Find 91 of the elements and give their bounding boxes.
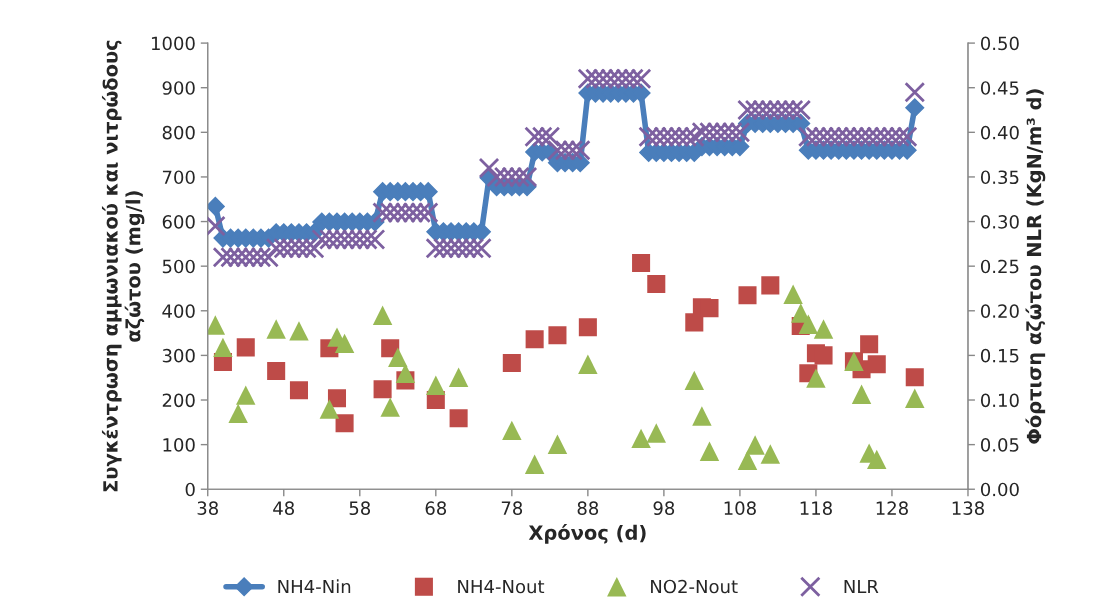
point — [814, 346, 833, 365]
point — [646, 423, 666, 443]
point — [548, 326, 567, 345]
point — [684, 370, 705, 391]
legend-label: NH4-Nout — [458, 579, 545, 594]
x-tick-label: 38 — [197, 501, 218, 516]
x-axis-title: Χρόνος (d) — [528, 524, 646, 544]
y-tick-label: 200 — [162, 393, 195, 408]
point — [502, 420, 522, 441]
y2-tick-label: 0.50 — [980, 36, 1019, 51]
point — [905, 388, 925, 408]
x-tick-label: 78 — [501, 501, 523, 516]
point — [905, 368, 924, 387]
point — [228, 403, 248, 424]
y-tick-label: 400 — [162, 304, 195, 318]
y2-tick-label: 0.45 — [980, 81, 1019, 95]
x-tick-label: 68 — [425, 501, 447, 516]
point — [426, 375, 446, 396]
point — [647, 274, 666, 294]
y-tick-label: 800 — [162, 125, 195, 140]
point — [319, 399, 340, 419]
point — [395, 363, 416, 383]
y-tick-label: 100 — [163, 438, 195, 452]
point — [524, 454, 545, 474]
legend-label: NH4-Nin — [278, 579, 351, 594]
y-tick-label: 500 — [162, 259, 195, 274]
point — [525, 330, 544, 349]
point — [692, 406, 712, 426]
legend-label: NO2-Nout — [651, 579, 738, 594]
point — [631, 428, 651, 449]
point — [373, 380, 392, 399]
point — [867, 449, 887, 470]
y2-tick-label: 0.35 — [980, 170, 1019, 185]
point — [388, 347, 408, 367]
point — [236, 385, 256, 405]
point — [783, 284, 803, 304]
point — [761, 276, 780, 295]
point — [335, 414, 354, 433]
point — [738, 286, 757, 305]
point — [372, 305, 393, 325]
point — [578, 354, 598, 375]
y-tick-label: 0 — [185, 482, 195, 497]
x-tick-label: 98 — [653, 501, 675, 516]
point — [448, 367, 469, 387]
point — [860, 335, 879, 354]
x-tick-label: 48 — [273, 501, 295, 516]
point — [798, 314, 819, 334]
x-tick-label: 108 — [724, 501, 756, 516]
x-tick-label: 58 — [349, 501, 371, 516]
y2-tick-label: 0.05 — [980, 438, 1019, 452]
point — [327, 389, 347, 408]
y2-tick-label: 0.00 — [980, 482, 1019, 497]
point — [449, 409, 468, 428]
point — [267, 361, 286, 381]
y2-tick-label: 0.10 — [980, 393, 1019, 408]
x-tick-label: 118 — [800, 501, 832, 516]
y2-axis-title: Φόρτιση αζώτου NLR (KgN/m³ d) — [1025, 89, 1046, 444]
point — [207, 315, 226, 335]
x-tick-label: 128 — [876, 501, 908, 516]
y2-tick-label: 0.15 — [980, 348, 1019, 363]
point — [502, 353, 521, 373]
legend-label: NLR — [844, 579, 879, 594]
x-tick-label: 88 — [577, 501, 599, 516]
y2-tick-label: 0.30 — [980, 215, 1019, 229]
y-tick-label: 1000 — [151, 36, 195, 51]
point — [289, 381, 308, 400]
point — [699, 441, 720, 462]
point — [334, 333, 355, 354]
point — [236, 338, 255, 357]
point — [632, 254, 651, 273]
y-tick-label: 700 — [162, 170, 195, 185]
point — [547, 434, 568, 454]
x-tick-label: 138 — [952, 501, 984, 516]
point — [867, 355, 886, 374]
y2-tick-label: 0.20 — [980, 304, 1019, 318]
y-axis-title: Συγκέντρωση αμμωνιακού και νιτρώδους αζώτου (mg/l) — [101, 40, 145, 492]
y2-tick-label: 0.25 — [980, 259, 1019, 274]
point — [578, 318, 597, 337]
point — [380, 397, 400, 417]
point — [745, 435, 765, 455]
y-tick-label: 900 — [162, 81, 195, 95]
point — [289, 321, 309, 341]
point — [851, 384, 872, 404]
point — [213, 337, 233, 358]
point — [813, 319, 834, 339]
y2-tick-label: 0.40 — [980, 125, 1019, 140]
y-tick-label: 600 — [162, 215, 195, 229]
point — [760, 444, 781, 464]
point — [266, 319, 286, 339]
y-tick-label: 300 — [162, 348, 195, 363]
point — [806, 368, 826, 388]
